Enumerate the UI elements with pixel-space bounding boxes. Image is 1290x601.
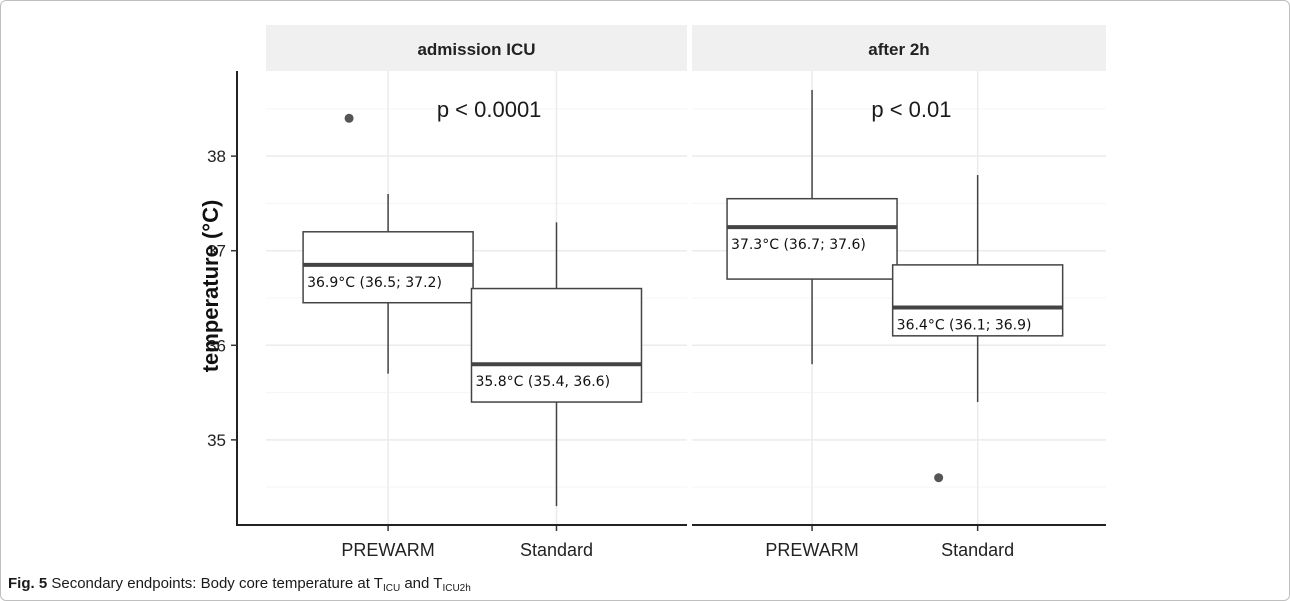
box-standard: 35.8°C (35.4, 36.6): [470, 222, 643, 507]
box-standard: 36.4°C (36.1; 36.9): [891, 175, 1064, 483]
caption-text-middle: and T: [400, 575, 443, 592]
x-tick-label: PREWARM: [765, 540, 858, 560]
panel-1: admission ICU p < 0.0001 36.9°C (36.5; 37.…: [266, 25, 687, 560]
median-label: 36.4°C (36.1; 36.9): [897, 317, 1032, 333]
caption-sub-icu2h: ICU2h: [442, 583, 471, 594]
median-label: 36.9°C (36.5; 37.2): [307, 275, 442, 291]
panel-strip: [692, 25, 1106, 71]
boxplot-chart: admission ICU p < 0.0001 36.9°C (36.5; 37.…: [198, 25, 1106, 560]
box-prewarm: 36.9°C (36.5; 37.2): [302, 113, 474, 374]
panels-layer: admission ICU p < 0.0001 36.9°C (36.5; 37.…: [266, 25, 1106, 560]
x-tick-label: PREWARM: [341, 540, 434, 560]
caption-text: Secondary endpoints: Body core temperatu…: [51, 575, 383, 592]
x-tick-label: Standard: [520, 540, 593, 560]
median-label-bg: [728, 234, 893, 255]
panel-title: admission ICU: [417, 40, 535, 59]
p-value-label: p < 0.0001: [437, 97, 542, 122]
figure-caption: Fig. 5 Secondary endpoints: Body core te…: [8, 575, 471, 594]
caption-fig-label: Fig. 5: [8, 575, 48, 592]
panel-strip: [266, 25, 687, 71]
median-label: 37.3°C (36.7; 37.6): [731, 237, 866, 253]
y-axis-title: temperature (°C): [198, 200, 223, 373]
median-label: 35.8°C (35.4, 36.6): [475, 374, 610, 390]
outlier-point: [934, 473, 944, 483]
panel-title: after 2h: [868, 40, 929, 59]
median-label-bg: [472, 371, 637, 392]
box-prewarm: 37.3°C (36.7; 37.6): [726, 89, 898, 365]
panel-2: after 2h p < 0.01 37.3°C (36.7; 37.6) 36.4°…: [692, 25, 1106, 560]
box-iqr: [302, 231, 474, 304]
median-label-bg: [893, 314, 1058, 335]
median-label-bg: [304, 271, 469, 292]
y-tick-label: 35: [207, 431, 226, 450]
y-tick-label: 38: [207, 147, 226, 166]
y-axis: 35 36 37 38 temperature (°C): [198, 71, 266, 526]
p-value-label: p < 0.01: [871, 97, 951, 122]
x-tick-label: Standard: [941, 540, 1014, 560]
caption-sub-icu: ICU: [382, 583, 401, 594]
y-tick-label: 37: [207, 242, 226, 261]
y-tick-label: 36: [207, 336, 226, 355]
outlier-point: [344, 113, 354, 123]
